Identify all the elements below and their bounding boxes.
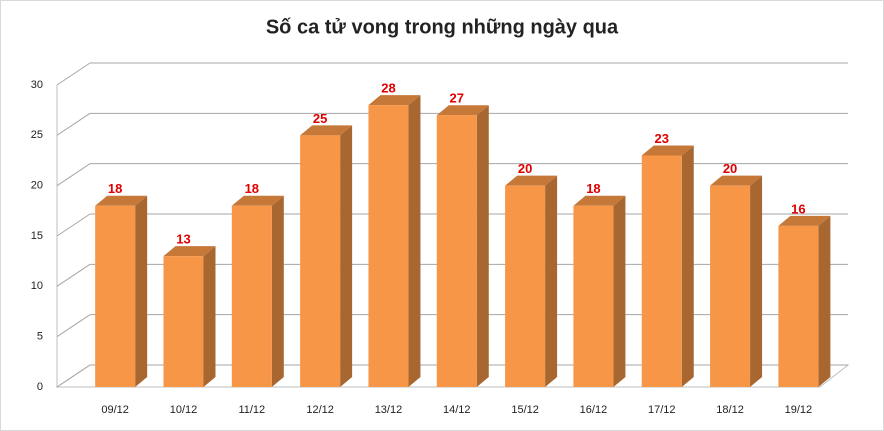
bar [505, 175, 558, 387]
bar-side [408, 95, 421, 387]
bar-side [818, 215, 831, 387]
y-tick-label: 15 [31, 230, 43, 242]
bar [300, 125, 353, 387]
x-tick-label: 10/12 [170, 404, 198, 416]
value-label: 28 [381, 81, 395, 96]
bar-side [476, 105, 489, 387]
bar-top [573, 195, 626, 206]
bar-side [750, 175, 763, 387]
value-label: 20 [723, 161, 737, 176]
grid-line-side [56, 263, 91, 287]
bar-top [641, 145, 694, 156]
bar-front [95, 205, 136, 387]
bar-front [505, 185, 546, 387]
x-tick-label: 17/12 [648, 404, 676, 416]
bar-front [368, 105, 409, 387]
bar [163, 246, 216, 387]
y-tick-label: 0 [37, 381, 43, 393]
bar-front [573, 205, 614, 387]
x-tick-label: 15/12 [511, 404, 539, 416]
y-tick-label: 20 [31, 180, 43, 192]
chart-title: Số ca tử vong trong những ngày qua [266, 16, 619, 38]
y-tick-label: 30 [31, 79, 43, 91]
grid-line-side [56, 213, 91, 237]
bar-side [203, 246, 216, 387]
bar-front [641, 155, 682, 387]
x-tick-label: 14/12 [443, 404, 471, 416]
value-label: 25 [313, 111, 327, 126]
grid-line-side [56, 163, 91, 187]
bar-front [436, 115, 477, 387]
bar [95, 195, 148, 387]
bar [641, 145, 694, 387]
bar [778, 215, 831, 387]
bar-front [163, 256, 204, 387]
bar-front [231, 205, 272, 387]
bar-top [300, 125, 353, 136]
x-tick-label: 09/12 [101, 404, 129, 416]
x-tick-label: 16/12 [580, 404, 608, 416]
bar-top [436, 105, 489, 116]
bar-side [681, 145, 694, 387]
bar-side [340, 125, 353, 387]
x-tick-label: 11/12 [238, 404, 265, 416]
y-tick-label: 25 [31, 129, 43, 141]
value-label: 27 [450, 91, 464, 106]
grid-line-side [56, 112, 91, 136]
grid-line-side [56, 62, 91, 86]
value-label: 18 [245, 181, 259, 196]
bar-top [505, 175, 558, 186]
bar [710, 175, 763, 387]
bar [436, 105, 489, 387]
x-tick-label: 19/12 [785, 404, 813, 416]
y-tick-label: 5 [37, 331, 43, 343]
bar-top [231, 195, 284, 206]
bar [368, 95, 421, 387]
value-label: 13 [176, 232, 190, 247]
bar-top [368, 95, 421, 106]
value-label: 23 [655, 131, 669, 146]
x-tick-label: 18/12 [716, 404, 744, 416]
x-tick-label: 12/12 [306, 404, 334, 416]
bar-top [710, 175, 763, 186]
value-label: 20 [518, 161, 532, 176]
y-tick-label: 10 [31, 280, 43, 292]
bar-side [135, 195, 148, 387]
bar-side [271, 195, 284, 387]
value-label: 18 [108, 181, 122, 196]
bar-front [300, 135, 341, 387]
grid-line-side [56, 364, 91, 388]
grid-line-side [56, 314, 91, 338]
bar-front [710, 185, 751, 387]
value-label: 16 [791, 201, 805, 216]
value-label: 18 [586, 181, 600, 196]
bar-top [95, 195, 148, 206]
x-tick-label: 13/12 [375, 404, 403, 416]
bar-top [778, 215, 831, 226]
bar [573, 195, 626, 387]
bar-top [163, 246, 216, 257]
bar-side [613, 195, 626, 387]
bar-side [545, 175, 558, 387]
bar-front [778, 225, 819, 387]
bar [231, 195, 284, 387]
